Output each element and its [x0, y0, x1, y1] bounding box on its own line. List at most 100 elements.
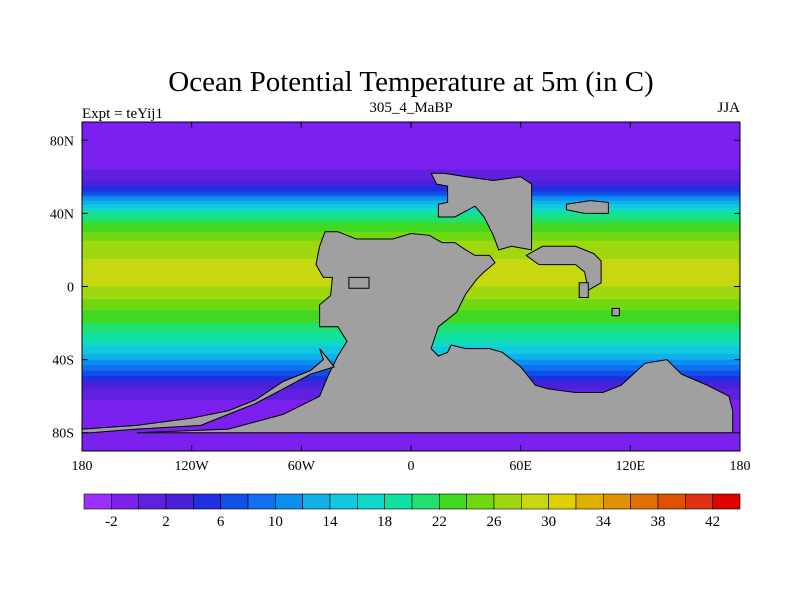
- temperature-band: [82, 231, 740, 235]
- colorbar-labels: -2 2 6 10 14 18 22 26 30 34 38 42: [105, 514, 720, 530]
- y-tick-label: 0: [67, 281, 74, 296]
- colorbar-swatch: [138, 493, 167, 510]
- temperature-band: [82, 164, 740, 167]
- colorbar-label: 38: [651, 514, 666, 530]
- land-supercontinent: [136, 231, 734, 434]
- temperature-band: [82, 228, 740, 231]
- colorbar-swatch: [83, 493, 112, 510]
- temperature-band: [82, 215, 740, 218]
- temperature-band: [82, 436, 740, 439]
- temperature-band: [82, 191, 740, 194]
- temperature-band: [82, 149, 740, 152]
- season-label: JJA: [717, 100, 740, 116]
- temperature-band: [82, 142, 740, 145]
- temperature-band: [82, 162, 740, 165]
- colorbar-swatch: [411, 493, 440, 510]
- temperature-band: [82, 204, 740, 207]
- temperature-band: [82, 440, 740, 443]
- colorbar-label: -2: [105, 514, 118, 530]
- temperature-band: [82, 132, 740, 136]
- colorbar-swatch: [603, 493, 631, 510]
- y-tick-label: 80N: [50, 134, 74, 149]
- temperature-band: [82, 443, 740, 447]
- temperature-band: [82, 189, 740, 193]
- x-tick-label: 60E: [509, 459, 532, 474]
- y-axis: 80N 40N 0 40S 80S: [50, 134, 740, 442]
- colorbar-label: 26: [487, 514, 503, 530]
- temperature-band: [82, 158, 740, 161]
- colorbar-swatch: [357, 493, 385, 510]
- y-tick-label: 40N: [50, 207, 74, 222]
- temperature-band: [82, 207, 740, 211]
- land-northern-landmass: [430, 172, 533, 251]
- colorbar-label: 22: [432, 514, 447, 530]
- temperature-band: [82, 198, 740, 202]
- temperature-band: [82, 206, 740, 209]
- temperature-band: [82, 196, 740, 200]
- colorbar-swatch: [302, 493, 331, 510]
- colorbar-swatch: [630, 493, 659, 510]
- temperature-band: [82, 167, 740, 171]
- temperature-band: [82, 147, 740, 151]
- temperature-band: [82, 187, 740, 191]
- temperature-band: [82, 129, 740, 132]
- x-tick-label: 60W: [288, 459, 316, 474]
- colorbar-swatch: [521, 493, 549, 510]
- colorbar-swatch: [329, 493, 358, 510]
- colorbar-swatch: [493, 493, 522, 510]
- temperature-band: [82, 134, 740, 138]
- temperature-band: [82, 173, 740, 176]
- experiment-label: Expt = teYij1: [82, 106, 163, 122]
- temperature-band: [82, 213, 740, 216]
- x-tick-label: 120E: [616, 459, 646, 474]
- temperature-band: [82, 160, 740, 163]
- colorbar-swatch: [165, 493, 194, 510]
- temperature-band: [82, 127, 740, 130]
- temperature-band: [82, 140, 740, 143]
- colorbar-label: 42: [705, 514, 720, 530]
- temperature-band: [82, 169, 740, 172]
- colorbar-swatch: [685, 493, 713, 510]
- colorbar-swatch: [439, 493, 467, 510]
- temperature-band: [82, 441, 740, 445]
- chart-title: Ocean Potential Temperature at 5m (in C): [168, 66, 653, 98]
- land-inner-lake: [348, 276, 370, 289]
- y-tick-label: 40S: [52, 354, 74, 369]
- colorbar-label: 34: [596, 514, 612, 530]
- temperature-band: [82, 224, 740, 227]
- temperature-band: [82, 182, 740, 185]
- temperature-band: [82, 176, 740, 180]
- colorbar-swatch: [111, 493, 139, 510]
- colorbar-swatch: [575, 493, 604, 510]
- temperature-band: [82, 185, 740, 189]
- land-southern-arc: [82, 348, 336, 434]
- temperature-band: [82, 195, 740, 198]
- land-small-island-a: [565, 200, 609, 214]
- y-tick-label: 80S: [52, 427, 74, 442]
- land-small-island-b: [578, 282, 589, 298]
- colorbar-swatch: [220, 493, 249, 510]
- temperature-band: [82, 151, 740, 154]
- temperature-band: [82, 222, 740, 225]
- temperature-band: [82, 217, 740, 220]
- temperature-band: [82, 200, 740, 204]
- colorbar-swatch: [275, 493, 303, 510]
- colorbar-label: 14: [323, 514, 339, 530]
- colorbar-label: 30: [541, 514, 556, 530]
- temperature-band: [82, 209, 740, 213]
- colorbar-swatch: [247, 493, 276, 510]
- temperature-band: [82, 153, 740, 156]
- colorbar-label: 2: [162, 514, 170, 530]
- temperature-band: [82, 156, 740, 160]
- x-tick-label: 120W: [175, 459, 210, 474]
- temperature-band: [82, 218, 740, 222]
- x-axis: 180 120W 60W 0 60E 120E 180: [72, 122, 751, 474]
- temperature-band: [82, 180, 740, 183]
- x-tick-label: 180: [730, 459, 751, 474]
- x-tick-label: 180: [72, 459, 93, 474]
- land-small-island-c: [611, 307, 620, 317]
- age-label: 305_4_MaBP: [369, 100, 452, 116]
- temperature-band: [82, 178, 740, 182]
- colorbar-swatch: [193, 493, 221, 510]
- temperature-band: [82, 202, 740, 205]
